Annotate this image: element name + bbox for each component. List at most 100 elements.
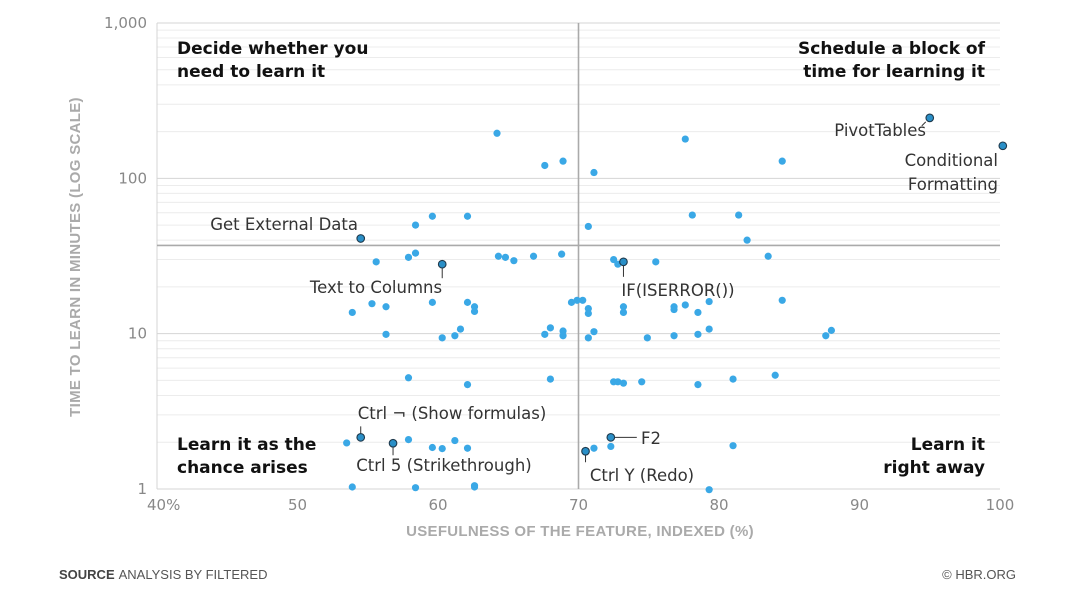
axis-ticks: 1 10 100 1,000 40% 50 60 70 80 90 100 (104, 14, 1014, 514)
quadrant-dividers (157, 23, 1000, 489)
data-point (546, 324, 555, 332)
data-point (614, 378, 622, 386)
data-point (590, 328, 598, 336)
data-point (735, 211, 743, 219)
data-point (470, 307, 479, 316)
data-point (451, 332, 459, 340)
data-point (579, 296, 587, 304)
x-tick-label: 70 (569, 496, 588, 514)
data-point (681, 301, 689, 309)
y-axis-title: TIME TO LEARN IN MINUTES (LOG SCALE) (67, 97, 84, 417)
highlighted-point (606, 433, 616, 442)
data-point (456, 325, 465, 333)
x-tick-label: 50 (288, 496, 307, 514)
data-point (567, 298, 576, 306)
highlighted-point (925, 113, 935, 123)
data-point (382, 330, 390, 338)
data-point (652, 258, 660, 266)
data-point (584, 309, 592, 318)
data-point (590, 168, 598, 177)
source-label: SOURCE (59, 567, 115, 582)
data-point (541, 161, 549, 170)
highlighted-point (437, 259, 447, 269)
quadrant-labels: Decide whether you need to learn it Schedu… (177, 39, 986, 478)
x-tick-label: 40% (147, 496, 180, 514)
data-point (584, 222, 592, 231)
data-points (343, 129, 836, 494)
data-point (573, 296, 581, 304)
data-point (368, 300, 376, 308)
highlighted-point (388, 438, 398, 448)
data-point (619, 379, 628, 387)
data-point (559, 157, 567, 165)
quadrant-label: Learn it right away (883, 435, 985, 478)
data-point (348, 308, 356, 317)
data-point (493, 129, 501, 137)
annotation-label: IF(ISERROR()) (621, 281, 734, 300)
annotation-label: F2 (641, 429, 661, 448)
y-tick-label: 1,000 (104, 14, 147, 32)
data-point (558, 250, 566, 258)
data-point (688, 211, 696, 219)
copyright: © HBR.ORG (942, 567, 1016, 582)
data-point (463, 444, 472, 452)
data-point (451, 436, 459, 445)
data-point (494, 252, 503, 260)
quadrant-label: Schedule a block of time for learning it (798, 39, 986, 82)
data-point (619, 308, 628, 317)
x-axis-title: USEFULNESS OF THE FEATURE, INDEXED (%) (406, 523, 754, 540)
data-point (771, 371, 779, 379)
annotation-label: Ctrl 5 (Strikethrough) (356, 456, 531, 475)
data-point (584, 334, 592, 342)
data-point (705, 486, 713, 494)
data-point (470, 483, 479, 491)
data-point (438, 445, 446, 453)
data-point (428, 443, 436, 452)
highlighted-point (356, 234, 366, 243)
data-point (705, 297, 713, 306)
annotation-label: Text to Columns (309, 278, 442, 297)
data-point (694, 381, 702, 389)
data-point (610, 255, 618, 264)
data-point (729, 442, 737, 450)
x-tick-label: 80 (709, 496, 728, 514)
data-point (670, 305, 678, 314)
highlighted-point (619, 257, 628, 267)
data-point (643, 334, 651, 342)
data-point (546, 375, 555, 383)
y-tick-label: 100 (118, 169, 147, 187)
annotation-label: Get External Data (210, 215, 358, 234)
quadrant-label: Decide whether you need to learn it (177, 39, 368, 82)
data-point (404, 374, 413, 382)
data-point (411, 249, 420, 257)
data-point (438, 334, 446, 342)
data-point (348, 483, 356, 491)
data-point (607, 442, 615, 451)
data-point (463, 212, 472, 220)
data-point (764, 252, 772, 260)
source-text: ANALYSIS BY FILTERED (118, 567, 268, 582)
quadrant-label: Learn it as the chance arises (177, 435, 316, 478)
x-tick-label: 90 (850, 496, 869, 514)
annotation-label: Ctrl ¬ (Show formulas) (358, 404, 547, 423)
y-tick-label: 1 (137, 480, 147, 498)
data-point (743, 236, 751, 244)
data-point (694, 330, 702, 338)
data-point (541, 330, 549, 338)
data-point (705, 325, 713, 333)
highlighted-point (356, 433, 366, 442)
annotations: PivotTables Conditional Formatting Get Exte… (210, 113, 1008, 485)
annotation-label: Ctrl Y (Redo) (590, 466, 694, 485)
data-point (404, 253, 413, 261)
data-point (681, 135, 689, 143)
data-point (428, 298, 436, 306)
data-point (822, 332, 830, 340)
data-point (463, 298, 472, 306)
data-point (827, 326, 836, 334)
data-point (559, 332, 567, 340)
x-tick-label: 100 (986, 496, 1015, 514)
data-point (778, 157, 786, 165)
data-point (411, 484, 420, 492)
data-point (382, 303, 390, 311)
data-point (670, 332, 678, 340)
